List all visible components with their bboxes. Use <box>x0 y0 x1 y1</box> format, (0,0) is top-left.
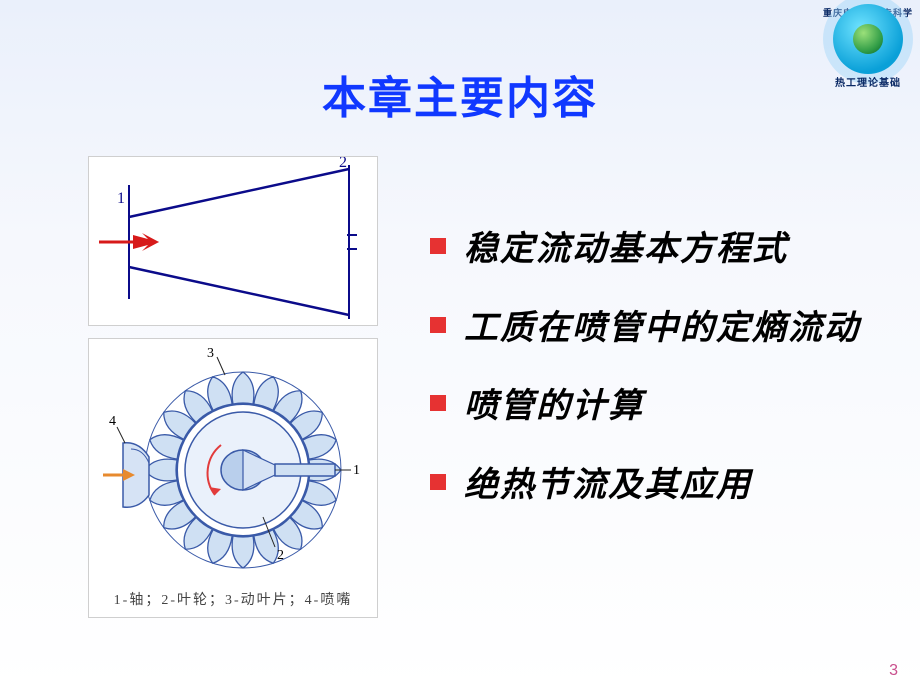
bullet-square-icon <box>430 395 446 411</box>
nozzle-diagram: 1 2 <box>88 156 378 326</box>
turbine-label-4: 4 <box>109 414 116 429</box>
bullet-list: 稳定流动基本方程式 工质在喷管中的定熵流动 喷管的计算 绝热节流及其应用 <box>430 224 890 539</box>
bullet-item: 绝热节流及其应用 <box>430 460 890 513</box>
turbine-svg: 1 2 3 4 <box>103 345 363 585</box>
page-number: 3 <box>889 662 898 680</box>
bullet-text: 稳定流动基本方程式 <box>464 224 788 277</box>
turbine-label-3: 3 <box>207 346 214 361</box>
turbine-label-1: 1 <box>353 463 360 478</box>
bullet-text: 绝热节流及其应用 <box>464 460 752 513</box>
turbine-label-2: 2 <box>277 548 284 563</box>
nozzle-label-1: 1 <box>117 190 125 207</box>
bullet-square-icon <box>430 317 446 333</box>
nozzle-svg: 1 2 <box>89 157 379 327</box>
globe-icon <box>853 24 883 54</box>
logo-bottom-text: 热工理论基础 <box>820 74 916 89</box>
bullet-square-icon <box>430 238 446 254</box>
bullet-text: 工质在喷管中的定熵流动 <box>464 303 860 356</box>
page-title: 本章主要内容 <box>0 62 920 126</box>
logo-ring <box>833 4 903 74</box>
bullet-item: 稳定流动基本方程式 <box>430 224 890 277</box>
bullet-item: 喷管的计算 <box>430 381 890 434</box>
institution-logo: 重庆电力高等专科学校 热工理论基础 <box>820 4 916 100</box>
bullet-square-icon <box>430 474 446 490</box>
bullet-item: 工质在喷管中的定熵流动 <box>430 303 890 356</box>
nozzle-label-2: 2 <box>339 157 347 171</box>
bullet-text: 喷管的计算 <box>464 381 644 434</box>
turbine-caption: 1-轴；2-叶轮；3-动叶片；4-喷嘴 <box>114 589 353 609</box>
turbine-diagram: 1 2 3 4 1-轴；2-叶轮；3-动叶片；4-喷嘴 <box>88 338 378 618</box>
